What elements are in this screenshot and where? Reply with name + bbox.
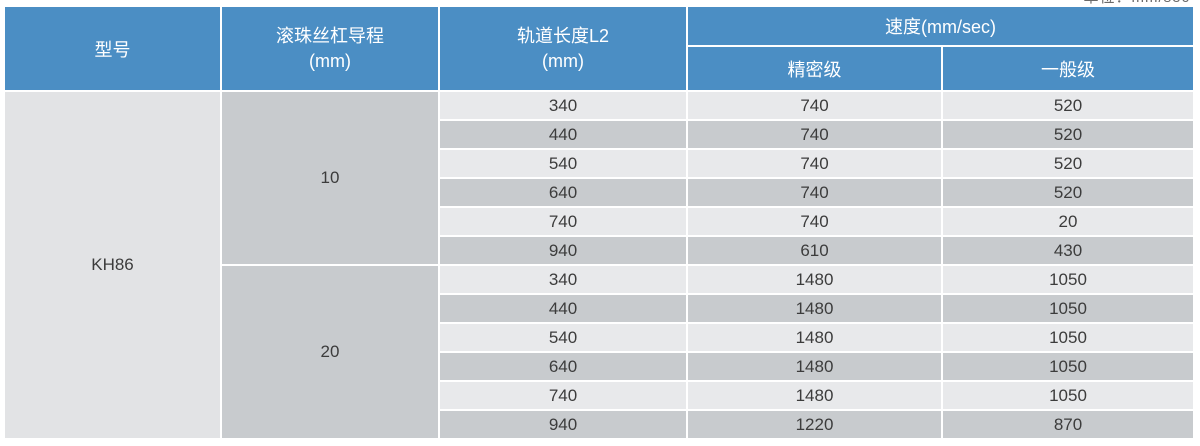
general-cell: 20 bbox=[943, 208, 1195, 237]
l2-cell: 940 bbox=[440, 411, 688, 440]
l2-cell: 440 bbox=[440, 121, 688, 150]
precision-cell: 740 bbox=[688, 179, 943, 208]
precision-cell: 1480 bbox=[688, 324, 943, 353]
header-lead: 滚珠丝杠导程 (mm) bbox=[222, 7, 440, 92]
clipped-top-note-text: 单位：mm/sec bbox=[970, 0, 1190, 6]
table-row: 440 740 520 bbox=[5, 121, 1195, 150]
header-lead-line1: 滚珠丝杠导程 bbox=[276, 25, 384, 46]
l2-cell: 740 bbox=[440, 208, 688, 237]
general-cell: 870 bbox=[943, 411, 1195, 440]
table-row: 940 1220 870 bbox=[5, 411, 1195, 440]
precision-cell: 1480 bbox=[688, 266, 943, 295]
table-row: 640 740 520 bbox=[5, 179, 1195, 208]
clipped-top-note: 单位：mm/sec bbox=[970, 0, 1190, 6]
precision-cell: 740 bbox=[688, 208, 943, 237]
general-cell: 520 bbox=[943, 179, 1195, 208]
general-cell: 1050 bbox=[943, 266, 1195, 295]
lead-cell-20: 20 bbox=[222, 266, 440, 440]
table-row: 740 740 20 bbox=[5, 208, 1195, 237]
table-row: 20 340 1480 1050 bbox=[5, 266, 1195, 440]
header-lead-line2: (mm) bbox=[309, 50, 351, 71]
table-row: 640 1480 1050 bbox=[5, 353, 1195, 382]
precision-cell: 740 bbox=[688, 121, 943, 150]
general-cell: 1050 bbox=[943, 382, 1195, 411]
header-l2-line2: (mm) bbox=[542, 50, 584, 71]
header-l2: 轨道长度L2 (mm) bbox=[440, 7, 688, 92]
general-cell: 1050 bbox=[943, 324, 1195, 353]
header-l2-line1: 轨道长度L2 bbox=[516, 25, 610, 46]
l2-cell: 940 bbox=[440, 237, 688, 266]
table-body: KH86 10 340 740 520 440 740 520 540 740 … bbox=[5, 92, 1195, 440]
l2-cell: 640 bbox=[440, 179, 688, 208]
l2-cell: 440 bbox=[440, 295, 688, 324]
l2-cell: 540 bbox=[440, 150, 688, 179]
precision-cell: 1480 bbox=[688, 353, 943, 382]
general-cell: 1050 bbox=[943, 295, 1195, 324]
general-cell: 520 bbox=[943, 92, 1195, 121]
header-precision-grade: 精密级 bbox=[688, 47, 943, 92]
table-row: 940 610 430 bbox=[5, 237, 1195, 266]
table-row: 740 1480 1050 bbox=[5, 382, 1195, 411]
general-cell: 520 bbox=[943, 121, 1195, 150]
precision-cell: 610 bbox=[688, 237, 943, 266]
table-row: 440 1480 1050 bbox=[5, 295, 1195, 324]
header-model: 型号 bbox=[5, 7, 222, 92]
table-header: 型号 滚珠丝杠导程 (mm) 轨道长度L2 (mm) 速度(mm/sec) 精密… bbox=[5, 7, 1195, 92]
table-row: KH86 10 340 740 520 bbox=[5, 92, 1195, 440]
header-general-grade: 一般级 bbox=[943, 47, 1195, 92]
l2-cell: 540 bbox=[440, 324, 688, 353]
precision-cell: 740 bbox=[688, 150, 943, 179]
speed-spec-table: 型号 滚珠丝杠导程 (mm) 轨道长度L2 (mm) 速度(mm/sec) 精密… bbox=[5, 7, 1195, 440]
table-row: 540 1480 1050 bbox=[5, 324, 1195, 353]
spec-table-container: 型号 滚珠丝杠导程 (mm) 轨道长度L2 (mm) 速度(mm/sec) 精密… bbox=[5, 7, 1195, 440]
l2-cell: 340 bbox=[440, 92, 688, 121]
lead-cell-10: 10 bbox=[222, 92, 440, 266]
general-cell: 430 bbox=[943, 237, 1195, 266]
precision-cell: 1220 bbox=[688, 411, 943, 440]
model-cell: KH86 bbox=[5, 92, 222, 440]
header-speed: 速度(mm/sec) bbox=[688, 7, 1195, 47]
table-row: 540 740 520 bbox=[5, 150, 1195, 179]
general-cell: 520 bbox=[943, 150, 1195, 179]
l2-cell: 640 bbox=[440, 353, 688, 382]
general-cell: 1050 bbox=[943, 353, 1195, 382]
precision-cell: 740 bbox=[688, 92, 943, 121]
l2-cell: 740 bbox=[440, 382, 688, 411]
l2-cell: 340 bbox=[440, 266, 688, 295]
precision-cell: 1480 bbox=[688, 295, 943, 324]
precision-cell: 1480 bbox=[688, 382, 943, 411]
